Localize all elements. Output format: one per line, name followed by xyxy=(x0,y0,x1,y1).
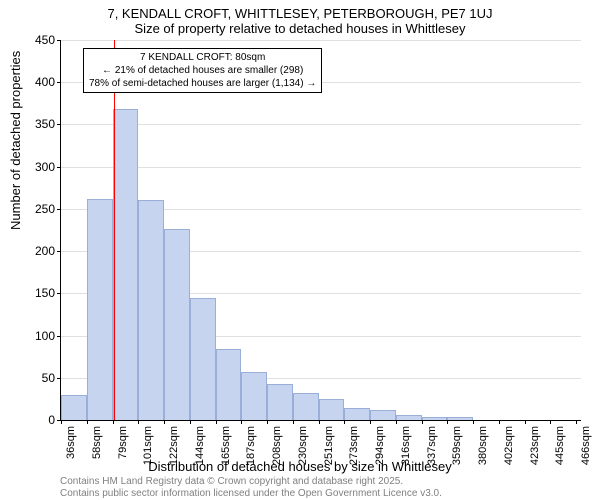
histogram-bar xyxy=(241,372,267,420)
x-tick-mark xyxy=(319,420,320,424)
y-tick-label: 0 xyxy=(48,413,55,427)
x-tick-mark xyxy=(164,420,165,424)
x-tick-mark xyxy=(576,420,577,424)
annotation-box: 7 KENDALL CROFT: 80sqm← 21% of detached … xyxy=(83,48,322,93)
histogram-bar xyxy=(396,415,422,420)
x-tick-mark xyxy=(550,420,551,424)
x-tick-label: 58sqm xyxy=(91,426,103,459)
gridline xyxy=(61,167,581,168)
y-tick-mark xyxy=(57,167,61,168)
y-tick-label: 100 xyxy=(35,329,55,343)
y-tick-label: 150 xyxy=(35,286,55,300)
histogram-bar xyxy=(344,408,370,420)
x-tick-mark xyxy=(138,420,139,424)
x-tick-mark xyxy=(267,420,268,424)
x-tick-mark xyxy=(344,420,345,424)
y-tick-label: 250 xyxy=(35,202,55,216)
x-axis-label: Distribution of detached houses by size … xyxy=(0,459,600,474)
histogram-bar xyxy=(87,199,113,420)
y-tick-mark xyxy=(57,378,61,379)
y-tick-mark xyxy=(57,209,61,210)
histogram-bar xyxy=(293,393,319,420)
x-tick-mark xyxy=(396,420,397,424)
y-tick-mark xyxy=(57,82,61,83)
y-tick-mark xyxy=(57,336,61,337)
y-tick-mark xyxy=(57,124,61,125)
chart-title-sub: Size of property relative to detached ho… xyxy=(0,21,600,36)
annotation-line-3: 78% of semi-detached houses are larger (… xyxy=(89,77,316,90)
chart-container: 7, KENDALL CROFT, WHITTLESEY, PETERBOROU… xyxy=(0,0,600,500)
y-tick-label: 400 xyxy=(35,75,55,89)
x-tick-mark xyxy=(370,420,371,424)
histogram-bar xyxy=(164,229,190,420)
x-tick-mark xyxy=(525,420,526,424)
x-tick-mark xyxy=(216,420,217,424)
gridline xyxy=(61,40,581,41)
x-tick-mark xyxy=(499,420,500,424)
chart-plot-area: 05010015020025030035040045036sqm58sqm79s… xyxy=(60,40,581,421)
y-axis-label: Number of detached properties xyxy=(8,51,23,230)
property-marker-line xyxy=(114,40,115,420)
x-tick-mark xyxy=(422,420,423,424)
y-tick-mark xyxy=(57,251,61,252)
x-tick-mark xyxy=(190,420,191,424)
histogram-bar xyxy=(319,399,345,420)
attribution-line-2: Contains public sector information licen… xyxy=(60,488,590,500)
histogram-bar xyxy=(370,410,396,420)
x-tick-mark xyxy=(87,420,88,424)
histogram-bar xyxy=(190,298,216,420)
histogram-bar xyxy=(138,200,164,420)
x-tick-mark xyxy=(293,420,294,424)
y-tick-mark xyxy=(57,293,61,294)
y-tick-label: 50 xyxy=(42,371,55,385)
y-tick-label: 450 xyxy=(35,33,55,47)
y-tick-mark xyxy=(57,40,61,41)
x-tick-mark xyxy=(241,420,242,424)
annotation-line-1: 7 KENDALL CROFT: 80sqm xyxy=(89,51,316,64)
histogram-bar xyxy=(216,349,242,420)
attribution-text: Contains HM Land Registry data © Crown c… xyxy=(60,476,590,500)
x-tick-label: 79sqm xyxy=(117,426,129,459)
x-tick-mark xyxy=(473,420,474,424)
y-tick-label: 350 xyxy=(35,117,55,131)
attribution-line-1: Contains HM Land Registry data © Crown c… xyxy=(60,476,590,488)
histogram-bar xyxy=(267,384,293,420)
x-tick-label: 36sqm xyxy=(65,426,77,459)
histogram-bar xyxy=(61,395,87,420)
histogram-bar xyxy=(447,417,473,420)
annotation-line-2: ← 21% of detached houses are smaller (29… xyxy=(89,64,316,77)
x-tick-mark xyxy=(61,420,62,424)
x-tick-mark xyxy=(447,420,448,424)
x-tick-mark xyxy=(113,420,114,424)
gridline xyxy=(61,124,581,125)
y-tick-label: 300 xyxy=(35,160,55,174)
histogram-bar xyxy=(113,109,139,420)
histogram-bar xyxy=(422,417,448,420)
chart-title-main: 7, KENDALL CROFT, WHITTLESEY, PETERBOROU… xyxy=(0,0,600,21)
y-tick-label: 200 xyxy=(35,244,55,258)
